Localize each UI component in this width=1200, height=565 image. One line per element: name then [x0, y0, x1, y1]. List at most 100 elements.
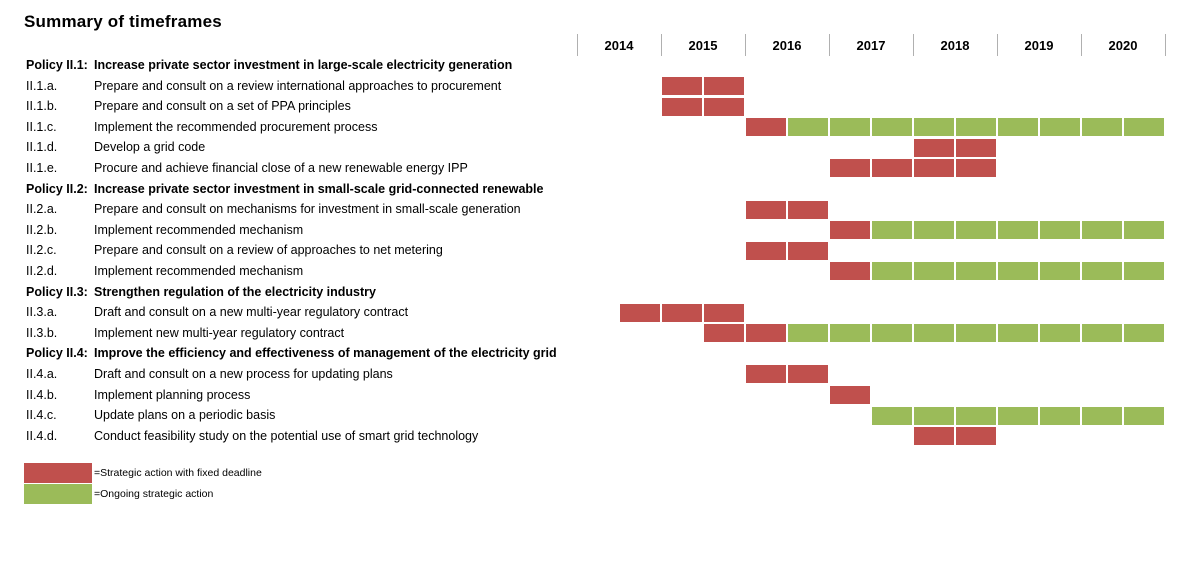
fixed-deadline-bar — [829, 384, 871, 405]
ongoing-action-bar — [913, 323, 955, 344]
fixed-deadline-bar — [955, 426, 997, 447]
fixed-deadline-bar — [871, 158, 913, 179]
fixed-deadline-bar — [745, 323, 787, 344]
fixed-deadline-bar — [955, 137, 997, 158]
fixed-deadline-bar — [745, 364, 787, 385]
fixed-deadline-bar — [829, 158, 871, 179]
ongoing-action-bar — [1123, 117, 1165, 138]
ongoing-action-bar — [1123, 261, 1165, 282]
ongoing-action-bar — [913, 117, 955, 138]
action-row: II.2.a. Prepare and consult on mechanisms… — [0, 199, 1200, 220]
year-separator — [577, 34, 578, 56]
ongoing-action-bar — [955, 220, 997, 241]
ongoing-action-bar — [955, 405, 997, 426]
action-description: Procure and achieve financial close of a… — [94, 161, 468, 175]
year-label-2017: 2017 — [856, 38, 886, 53]
ongoing-action-bar — [997, 220, 1039, 241]
action-description: Implement planning process — [94, 387, 251, 402]
action-row: II.2.b. Implement recommended mechanism — [0, 220, 1200, 241]
action-description: Conduct feasibility study on the potenti… — [94, 428, 479, 443]
action-code: II.3.a. — [26, 305, 58, 320]
action-description: Update plans on a periodic basis — [94, 408, 276, 423]
ongoing-action-bar — [1123, 323, 1165, 344]
legend-label-fixed: =Strategic action with fixed deadline — [94, 467, 262, 479]
fixed-deadline-bar — [745, 117, 787, 138]
year-separator — [1081, 34, 1082, 56]
legend-swatch-ongoing — [24, 484, 92, 504]
ongoing-action-bar — [871, 117, 913, 138]
action-row: II.4.d. Conduct feasibility study on the … — [0, 426, 1200, 447]
fixed-deadline-bar — [661, 75, 703, 96]
ongoing-action-bar — [997, 405, 1039, 426]
action-description: Prepare and consult on a review of appro… — [94, 243, 443, 258]
ongoing-action-bar — [997, 261, 1039, 282]
fixed-deadline-bar — [703, 96, 745, 117]
policy-title: Improve the efficiency and effectiveness… — [94, 346, 557, 361]
action-code: II.4.a. — [26, 367, 58, 381]
year-header: 2014 2015 2016 2017 2018 2019 2020 — [0, 34, 1200, 58]
action-row: II.4.a. Draft and consult on a new proces… — [0, 364, 1200, 385]
action-description: Develop a grid code — [94, 140, 206, 155]
action-code: II.2.c. — [26, 243, 57, 258]
ongoing-action-bar — [997, 117, 1039, 138]
action-row: II.3.a. Draft and consult on a new multi-… — [0, 302, 1200, 323]
ongoing-action-bar — [955, 261, 997, 282]
policy-row: Policy II.4: Improve the efficiency and e… — [0, 343, 1200, 364]
ongoing-action-bar — [955, 323, 997, 344]
policy-title: Increase private sector investment in sm… — [94, 181, 544, 196]
action-code: II.2.b. — [26, 222, 58, 237]
action-row: II.2.d. Implement recommended mechanism — [0, 261, 1200, 282]
legend-swatch-fixed — [24, 463, 92, 483]
year-separator — [745, 34, 746, 56]
action-row: II.1.e. Procure and achieve financial clo… — [0, 158, 1200, 179]
action-description: Draft and consult on a new multi-year re… — [94, 305, 409, 320]
action-row: II.1.a. Prepare and consult on a review i… — [0, 76, 1200, 97]
action-description: Prepare and consult on a set of PPA prin… — [94, 99, 351, 114]
fixed-deadline-bar — [745, 240, 787, 261]
fixed-deadline-bar — [745, 199, 787, 220]
action-row: II.4.b. Implement planning process — [0, 385, 1200, 406]
ongoing-action-bar — [1123, 405, 1165, 426]
ongoing-action-bar — [787, 117, 829, 138]
action-description: Prepare and consult on mechanisms for in… — [94, 202, 521, 217]
action-description: Implement the recommended procurement pr… — [94, 119, 378, 134]
fixed-deadline-bar — [913, 137, 955, 158]
ongoing-action-bar — [913, 261, 955, 282]
action-code: II.4.b. — [26, 387, 58, 402]
action-description: Draft and consult on a new process for u… — [94, 367, 393, 381]
action-row: II.2.c. Prepare and consult on a review o… — [0, 240, 1200, 261]
year-label-2014: 2014 — [604, 38, 634, 53]
policy-row: Policy II.2: Increase private sector inve… — [0, 179, 1200, 200]
action-code: II.1.d. — [26, 140, 58, 155]
ongoing-action-bar — [1123, 220, 1165, 241]
fixed-deadline-bar — [787, 199, 829, 220]
ongoing-action-bar — [913, 220, 955, 241]
year-label-2015: 2015 — [688, 38, 718, 53]
action-description: Implement new multi-year regulatory cont… — [94, 325, 345, 340]
fixed-deadline-bar — [703, 323, 745, 344]
action-description: Implement recommended mechanism — [94, 264, 304, 278]
year-separator — [829, 34, 830, 56]
action-code: II.4.d. — [26, 428, 58, 443]
action-row: II.4.c. Update plans on a periodic basis — [0, 405, 1200, 426]
action-description: Prepare and consult on a review internat… — [94, 78, 502, 93]
action-code: II.1.e. — [26, 161, 58, 175]
ongoing-action-bar — [829, 323, 871, 344]
ongoing-action-bar — [1081, 323, 1123, 344]
policy-code: Policy II.3: — [26, 284, 88, 299]
ongoing-action-bar — [829, 117, 871, 138]
fixed-deadline-bar — [829, 261, 871, 282]
year-label-2019: 2019 — [1024, 38, 1054, 53]
ongoing-action-bar — [1039, 220, 1081, 241]
action-code: II.1.b. — [26, 99, 58, 114]
action-code: II.3.b. — [26, 325, 58, 340]
fixed-deadline-bar — [703, 75, 745, 96]
fixed-deadline-bar — [913, 158, 955, 179]
ongoing-action-bar — [997, 323, 1039, 344]
action-code: II.1.c. — [26, 119, 57, 134]
ongoing-action-bar — [1039, 117, 1081, 138]
policy-code: Policy II.2: — [26, 181, 88, 196]
fixed-deadline-bar — [787, 240, 829, 261]
policy-row: Policy II.3: Strengthen regulation of th… — [0, 282, 1200, 303]
policy-row: Policy II.1: Increase private sector inve… — [0, 55, 1200, 76]
